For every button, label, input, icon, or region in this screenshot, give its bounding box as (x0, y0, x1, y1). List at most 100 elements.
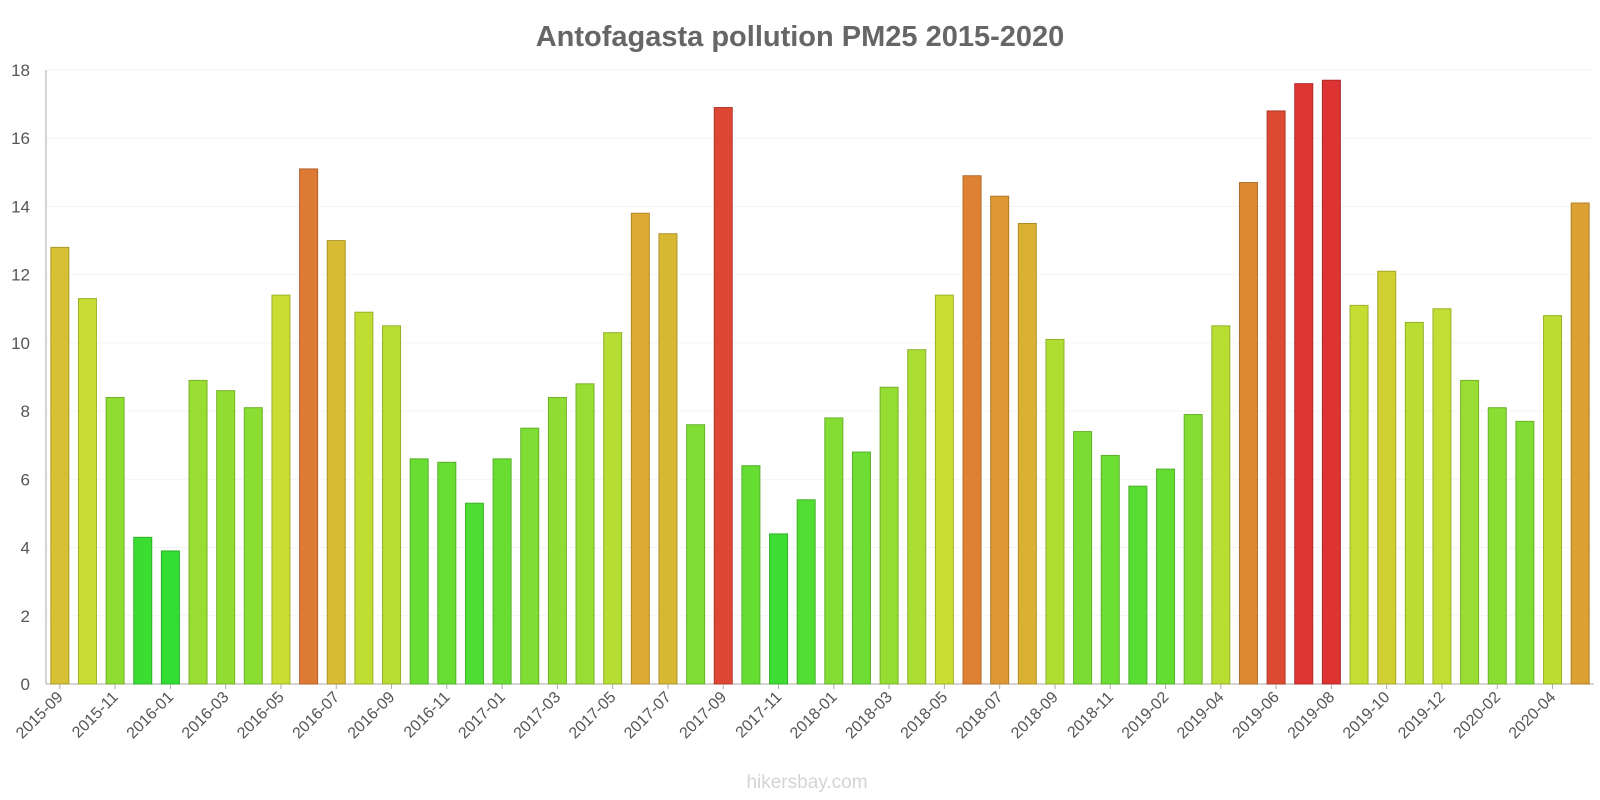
bar-2018-05 (934, 294, 954, 685)
x-tick-label: 2015-11 (69, 689, 122, 742)
bars (50, 79, 1590, 685)
x-tick-label: 2018-11 (1064, 689, 1117, 742)
bar-2017-02 (520, 427, 540, 685)
bar-2016-04 (243, 407, 263, 685)
bar-2015-09 (50, 246, 70, 685)
x-tick-label: 2019-02 (1119, 689, 1173, 743)
x-tick-label: 2018-01 (787, 689, 841, 743)
x-tick-label: 2020-02 (1451, 689, 1505, 743)
x-tick-label: 2020-04 (1506, 689, 1560, 743)
bar-2016-01 (160, 550, 180, 685)
bar-2017-01 (492, 458, 512, 685)
y-tick-label: 4 (21, 539, 30, 558)
bar-2019-12 (1432, 308, 1452, 685)
y-tick-label: 8 (21, 402, 30, 421)
x-tick-label: 2017-09 (677, 689, 731, 743)
x-tick-label: 2018-07 (953, 689, 1007, 743)
bar-2017-03 (547, 396, 567, 685)
bar-2016-08 (354, 311, 374, 685)
bar-2016-02 (188, 379, 208, 685)
bar-2020-04 (1543, 315, 1563, 685)
x-tick-label: 2016-05 (234, 689, 288, 743)
bar-2017-07 (658, 233, 678, 685)
bar-2018-11 (1100, 454, 1120, 685)
bar-2020-03 (1515, 420, 1535, 685)
x-tick-label: 2017-05 (566, 689, 620, 743)
bar-2018-03 (879, 386, 899, 685)
bar-2020-01 (1460, 379, 1480, 685)
y-tick-label: 16 (11, 129, 30, 148)
bar-2018-12 (1128, 485, 1148, 685)
bar-2019-02 (1156, 468, 1176, 685)
y-tick-label: 18 (11, 61, 30, 80)
bar-2019-07 (1294, 83, 1314, 685)
x-tick-label: 2018-03 (842, 689, 896, 743)
bar-2019-06 (1266, 110, 1286, 685)
x-tick-label: 2019-10 (1340, 689, 1394, 743)
bar-2015-11 (105, 396, 125, 685)
y-tick-label: 0 (21, 675, 30, 694)
x-tick-label: 2017-11 (733, 689, 786, 742)
bar-2016-09 (382, 325, 402, 685)
chart-title: Antofagasta pollution PM25 2015-2020 (536, 21, 1065, 53)
bar-2017-04 (575, 383, 595, 685)
x-tick-label: 2018-05 (898, 689, 952, 743)
x-tick-label: 2016-11 (401, 689, 454, 742)
footer-watermark: hikersbay.com (746, 772, 867, 793)
bar-2020-02 (1487, 407, 1507, 685)
bar-2020-05 (1570, 202, 1590, 685)
bar-2015-10 (77, 298, 97, 685)
bar-2019-08 (1321, 79, 1341, 685)
bar-2017-10 (741, 465, 761, 685)
x-tick-label: 2017-07 (621, 689, 675, 743)
bar-2016-11 (437, 461, 457, 685)
x-tick-label: 2016-03 (179, 689, 233, 743)
x-tick-label: 2017-01 (455, 689, 509, 743)
bar-2019-09 (1349, 304, 1369, 685)
x-tick-label: 2016-09 (345, 689, 399, 743)
y-tick-label: 6 (21, 470, 30, 489)
bar-2018-04 (907, 349, 927, 685)
x-tick-label: 2019-04 (1174, 689, 1228, 743)
x-tick-label: 2019-08 (1285, 689, 1339, 743)
bar-2017-09 (713, 107, 733, 685)
y-tick-label: 14 (11, 197, 30, 216)
bar-2018-02 (851, 451, 871, 685)
x-tick-label: 2019-06 (1229, 689, 1283, 743)
bar-2016-12 (464, 502, 484, 685)
bar-2016-06 (299, 168, 319, 685)
bar-2017-05 (603, 332, 623, 685)
bar-2017-06 (630, 212, 650, 685)
y-tick-label: 10 (11, 334, 30, 353)
x-tick-label: 2018-09 (1008, 689, 1062, 743)
bar-2018-07 (990, 195, 1010, 685)
y-tick-label: 2 (21, 607, 30, 626)
bar-2018-10 (1073, 431, 1093, 685)
bar-2019-05 (1238, 182, 1258, 685)
bar-2019-10 (1377, 270, 1397, 685)
bar-2015-12 (133, 536, 153, 685)
bar-2018-06 (962, 175, 982, 685)
bar-2017-12 (796, 499, 816, 685)
x-axis-ticks: 2015-09 2015-11 2016-01 2016-03 2016-05 2016-… (13, 684, 1559, 742)
bar-2019-11 (1404, 321, 1424, 685)
x-tick-label: 2019-12 (1395, 689, 1449, 743)
x-tick-label: 2016-01 (124, 689, 178, 743)
x-tick-label: 2015-09 (13, 689, 67, 743)
bar-2019-04 (1211, 325, 1231, 685)
bar-2016-07 (326, 240, 346, 685)
bar-2017-11 (769, 533, 789, 685)
x-tick-label: 2016-07 (290, 689, 344, 743)
x-tick-label: 2017-03 (511, 689, 565, 743)
bar-2019-03 (1183, 414, 1203, 685)
y-tick-label: 12 (11, 266, 30, 285)
bar-2016-05 (271, 294, 291, 685)
bar-2018-09 (1045, 338, 1065, 685)
bar-2018-08 (1017, 223, 1037, 685)
bar-2018-01 (824, 417, 844, 685)
bar-2016-03 (216, 390, 236, 685)
y-axis-ticks: 0 2 4 6 8 10 12 14 16 18 (11, 61, 30, 694)
bar-2016-10 (409, 458, 429, 685)
bar-2017-08 (686, 424, 706, 685)
